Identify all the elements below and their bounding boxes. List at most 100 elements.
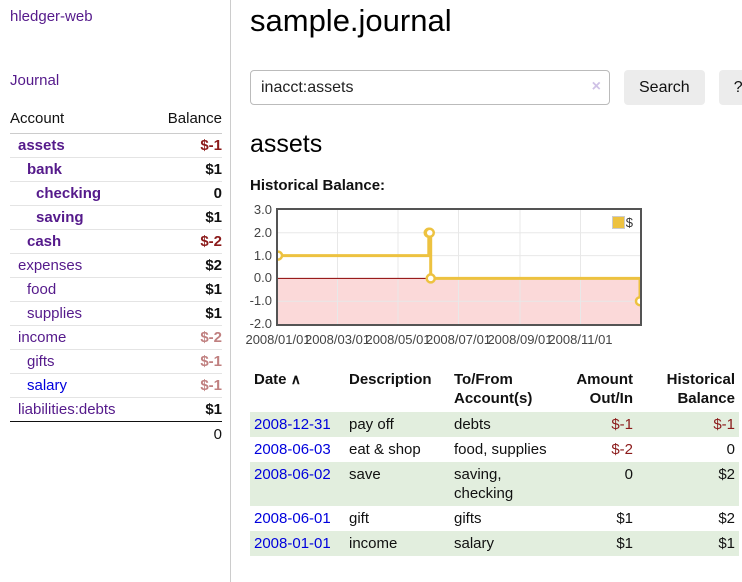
account-link[interactable]: salary (27, 377, 68, 394)
account-link[interactable]: checking (36, 185, 102, 202)
transaction-date-link[interactable]: 2008-06-03 (254, 441, 331, 458)
amount-column-header: Amount Out/In (576, 371, 633, 407)
account-title: assets (250, 130, 323, 158)
transaction-date-link[interactable]: 2008-01-01 (254, 535, 331, 552)
account-row: expenses $2 (10, 253, 222, 278)
chart-canvas (278, 210, 640, 324)
account-row: supplies $1 (10, 301, 222, 326)
search-form: × Search ? (250, 70, 742, 105)
account-link[interactable]: gifts (27, 353, 55, 370)
accounts-table: Account Balance assets $-1 bank $1 checkin… (10, 110, 222, 447)
account-balance: $2 (150, 253, 222, 278)
account-row: saving $1 (10, 205, 222, 230)
clear-search-icon[interactable]: × (591, 78, 601, 95)
account-row: salary $-1 (10, 373, 222, 398)
register-header-row: Date ∧ Description To/From Account(s) Am… (250, 368, 739, 412)
help-button[interactable]: ? (718, 70, 742, 105)
y-tick-label: -2.0 (249, 316, 272, 331)
chart-plot-area: $ (276, 208, 642, 326)
description-column-header: Description (349, 371, 432, 388)
y-tick-label: -1.0 (249, 293, 272, 309)
account-balance: $1 (150, 301, 222, 326)
transaction-date-link[interactable]: 2008-12-31 (254, 416, 331, 433)
search-input[interactable] (250, 70, 610, 105)
register-table: Date ∧ Description To/From Account(s) Am… (250, 368, 739, 556)
y-tick-label: 3.0 (253, 202, 272, 217)
transaction-balance: $2 (718, 510, 735, 527)
account-link[interactable]: expenses (18, 257, 83, 274)
accounts-column-header: To/From Account(s) (454, 371, 533, 407)
transaction-accounts: food, supplies (454, 441, 547, 458)
account-balance: $1 (150, 205, 222, 230)
account-link[interactable]: income (18, 329, 67, 346)
y-tick-label: 0.0 (253, 270, 272, 286)
date-header-label: Date (254, 371, 287, 388)
account-balance: $-2 (150, 229, 222, 254)
transaction-amount: $1 (616, 535, 633, 552)
sidebar-total-row: 0 (10, 421, 222, 447)
date-column-header[interactable]: Date ∧ (250, 368, 345, 412)
transaction-date-link[interactable]: 2008-06-01 (254, 510, 331, 527)
sidebar: hledger-web Journal Account Balance asse… (0, 0, 231, 582)
transaction-description: pay off (349, 416, 394, 433)
sort-ascending-icon: ∧ (290, 371, 301, 387)
account-link[interactable]: saving (36, 209, 84, 226)
x-tick-label: 2008/09/01 (487, 332, 553, 347)
transaction-accounts: salary (454, 535, 495, 552)
main-content: sample.journal × Search ? assets Histori… (245, 0, 742, 556)
account-row: assets $-1 (10, 134, 222, 158)
transaction-description: save (349, 466, 381, 483)
account-link[interactable]: liabilities:debts (18, 401, 116, 418)
account-row: liabilities:debts $1 (10, 397, 222, 422)
transaction-amount: $1 (616, 510, 633, 527)
transaction-row: 2008-01-01 income salary $1 $1 (250, 531, 739, 556)
search-button[interactable]: Search (624, 70, 705, 105)
transaction-amount: $-1 (611, 416, 633, 433)
account-link[interactable]: cash (27, 233, 62, 250)
transaction-balance: $1 (718, 535, 735, 552)
account-balance: $1 (150, 277, 222, 302)
account-row: food $1 (10, 277, 222, 302)
x-tick-label: 2008/05/01 (365, 332, 431, 347)
account-balance: $-1 (150, 373, 222, 398)
transaction-row: 2008-06-03 eat & shop food, supplies $-2… (250, 437, 739, 462)
x-tick-label: 2008/03/01 (304, 332, 371, 347)
x-tick-label: 2008/11/01 (548, 332, 613, 347)
legend-label: $ (625, 215, 633, 230)
account-link[interactable]: bank (27, 161, 63, 178)
balance-column-header: Historical Balance (666, 371, 735, 407)
transaction-amount: $-2 (611, 441, 633, 458)
brand-link[interactable]: hledger-web (10, 8, 93, 25)
balance-column-header: Balance (150, 110, 222, 134)
search-input-wrap: × (250, 70, 610, 105)
x-tick-label: 2008/07/01 (425, 332, 492, 347)
transaction-amount: 0 (624, 466, 633, 483)
account-row: income $-2 (10, 325, 222, 350)
account-link[interactable]: assets (18, 137, 65, 154)
legend-swatch-icon (611, 216, 625, 229)
transaction-description: eat & shop (349, 441, 421, 458)
balance-chart: 3.0 2.0 1.0 0.0 -1.0 -2.0 $ 2008/01/01 2… (245, 203, 739, 352)
account-link[interactable]: supplies (27, 305, 83, 322)
account-column-header: Account (10, 110, 151, 134)
transaction-row: 2008-12-31 pay off debts $-1 $-1 (250, 412, 739, 437)
transaction-balance: $2 (718, 466, 735, 483)
chart-legend: $ (609, 214, 635, 231)
transaction-row: 2008-06-01 gift gifts $1 $2 (250, 506, 739, 531)
account-balance: $1 (150, 157, 222, 182)
account-row: checking 0 (10, 181, 222, 206)
transaction-accounts: saving, checking (454, 466, 514, 502)
x-tick-label: 2008/01/01 (245, 332, 311, 347)
account-balance: $-1 (150, 349, 222, 374)
y-tick-label: 2.0 (253, 224, 272, 240)
transaction-accounts: debts (454, 416, 491, 433)
account-balance: $-1 (200, 137, 222, 154)
account-link[interactable]: food (27, 281, 57, 298)
nav-journal-link[interactable]: Journal (10, 72, 60, 89)
account-balance: $1 (150, 397, 222, 422)
page-title: sample.journal (250, 3, 452, 38)
transaction-date-link[interactable]: 2008-06-02 (254, 466, 331, 483)
account-row: gifts $-1 (10, 349, 222, 374)
y-tick-label: 1.0 (253, 247, 272, 263)
